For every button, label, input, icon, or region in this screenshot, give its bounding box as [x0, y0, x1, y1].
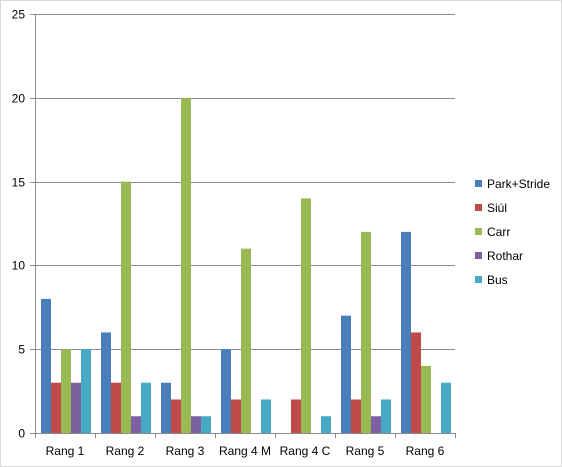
- x-tick-label: Rang 2: [106, 444, 145, 458]
- legend-swatch: [475, 228, 482, 235]
- x-tick-label: Rang 4 C: [280, 444, 331, 458]
- legend: Park+Stride Siúl Carr Rothar Bus: [475, 177, 550, 287]
- bar-bus-rang-6: [441, 382, 451, 433]
- bar-si-l-rang-5: [351, 399, 361, 433]
- y-tick-label: 10: [12, 259, 26, 273]
- bar-bus-rang-4-m: [261, 399, 271, 433]
- x-axis-tick-labels: Rang 1 Rang 2 Rang 3 Rang 4 M Rang 4 C Rang 5…: [46, 444, 445, 458]
- bar-carr-rang-4-c: [301, 198, 311, 433]
- bar-park-stride-rang-6: [401, 231, 411, 433]
- bar-park-stride-rang-5: [341, 315, 351, 433]
- bar-rothar-rang-2: [131, 416, 141, 433]
- bar-park-stride-rang-3: [161, 382, 171, 433]
- bars: [41, 97, 451, 434]
- bar-carr-rang-4-m: [241, 248, 251, 433]
- bar-bus-rang-2: [141, 382, 151, 433]
- bar-carr-rang-3: [181, 97, 191, 434]
- bar-si-l-rang-1: [51, 382, 61, 433]
- bar-carr-rang-5: [361, 231, 371, 433]
- bar-si-l-rang-4-c: [291, 399, 301, 433]
- bar-si-l-rang-4-m: [231, 399, 241, 433]
- x-tick-label: Rang 4 M: [219, 444, 271, 458]
- bar-si-l-rang-6: [411, 332, 421, 433]
- x-tick-label: Rang 3: [166, 444, 205, 458]
- bar-si-l-rang-3: [171, 399, 181, 433]
- bar-park-stride-rang-4-m: [221, 349, 231, 433]
- bar-park-stride-rang-1: [41, 298, 51, 433]
- legend-label: Rothar: [487, 249, 523, 263]
- y-tick-label: 5: [18, 343, 25, 357]
- legend-swatch: [475, 204, 482, 211]
- bar-bus-rang-1: [81, 349, 91, 433]
- y-tick-label: 20: [12, 92, 26, 106]
- x-tick-label: Rang 1: [46, 444, 85, 458]
- axes: [30, 14, 456, 438]
- bar-bus-rang-4-c: [321, 416, 331, 433]
- legend-swatch: [475, 180, 482, 187]
- bar-rothar-rang-1: [71, 382, 81, 433]
- bar-rothar-rang-3: [191, 416, 201, 433]
- bar-rothar-rang-5: [371, 416, 381, 433]
- y-tick-label: 25: [12, 8, 26, 22]
- legend-swatch: [475, 276, 482, 283]
- y-tick-label: 0: [18, 427, 25, 441]
- y-tick-label: 15: [12, 176, 26, 190]
- legend-label: Park+Stride: [487, 177, 550, 191]
- legend-label: Bus: [487, 273, 508, 287]
- bar-park-stride-rang-2: [101, 332, 111, 433]
- bar-carr-rang-6: [421, 365, 431, 433]
- bar-carr-rang-2: [121, 181, 131, 433]
- x-tick-label: Rang 6: [406, 444, 445, 458]
- bar-carr-rang-1: [61, 349, 71, 433]
- legend-label: Carr: [487, 225, 510, 239]
- legend-swatch: [475, 252, 482, 259]
- bar-bus-rang-5: [381, 399, 391, 433]
- y-axis-tick-labels: 0 5 10 15 20 25: [12, 8, 26, 441]
- bar-bus-rang-3: [201, 416, 211, 433]
- legend-label: Siúl: [487, 201, 507, 215]
- bar-si-l-rang-2: [111, 382, 121, 433]
- x-tick-label: Rang 5: [346, 444, 385, 458]
